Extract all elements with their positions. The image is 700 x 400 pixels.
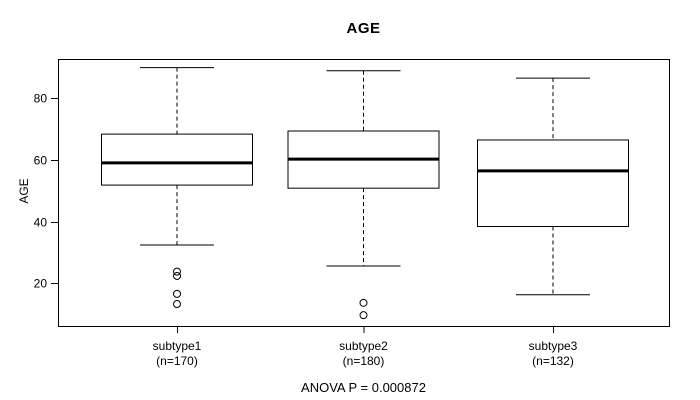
x-axis-group-label: subtype1 (n=170)	[153, 339, 202, 369]
y-axis-tick-label: 60	[34, 154, 48, 168]
group-label: subtype3	[528, 339, 578, 353]
x-axis-group-label: subtype2 (n=180)	[339, 339, 388, 369]
group-n-label: (n=132)	[532, 354, 574, 368]
outlier-point	[173, 271, 181, 280]
group-n-label: (n=180)	[342, 354, 385, 368]
anova-p-annotation: ANOVA P = 0.000872	[301, 380, 426, 395]
iqr-box	[101, 133, 253, 186]
outlier-point	[359, 298, 368, 307]
iqr-box	[477, 139, 629, 227]
group-label: subtype2	[339, 339, 388, 353]
y-axis-tick-label: 80	[34, 92, 48, 106]
group-n-label: (n=170)	[156, 354, 198, 368]
outlier-point	[359, 311, 368, 320]
group-label: subtype1	[152, 339, 202, 353]
y-axis-tick-label: 40	[34, 216, 48, 230]
outlier-point	[173, 267, 181, 276]
x-axis-group-label: subtype3 (n=132)	[529, 339, 578, 369]
y-axis-tick-label: 20	[34, 277, 48, 291]
outlier-point	[173, 300, 181, 309]
outlier-point	[173, 289, 181, 298]
chart-title: AGE	[346, 20, 381, 37]
